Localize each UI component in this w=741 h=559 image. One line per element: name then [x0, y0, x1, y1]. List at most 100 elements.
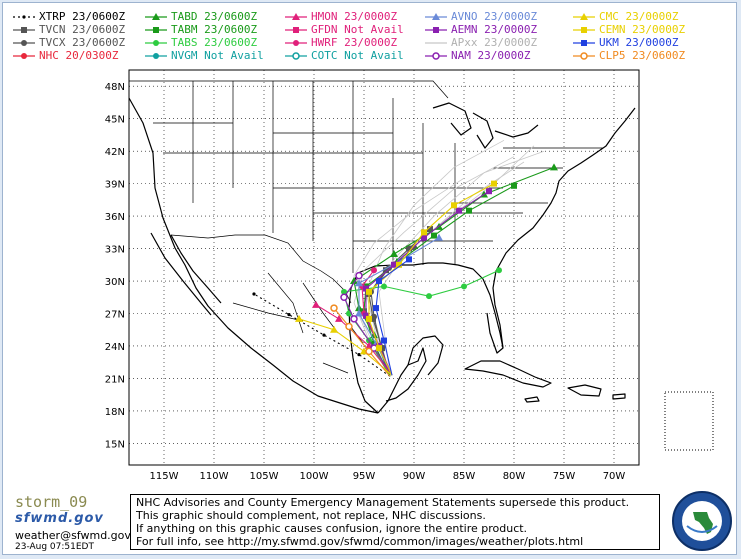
- mexico-states: [232, 272, 364, 374]
- model-track: [366, 180, 497, 376]
- track-line: [333, 307, 391, 377]
- legend-label: CLP5 23/0600Z: [599, 49, 686, 62]
- legend-label: AEMN 23/0000Z: [451, 23, 538, 36]
- legend-item: AVNO 23/0000Z: [423, 11, 563, 23]
- track-marker: [406, 256, 412, 263]
- track-map: 48N 45N 42N 39N 36N 33N 30N 27N 24N 21N 18N 15N 115…: [105, 69, 714, 482]
- track-marker: [363, 312, 369, 319]
- track-marker: [295, 314, 303, 322]
- legend-symbol: [285, 52, 307, 60]
- legend-item: CMC 23/0000Z: [571, 11, 711, 23]
- model-track: [295, 314, 393, 376]
- legend-symbol: [425, 27, 447, 33]
- model-track: [330, 304, 391, 377]
- legend-symbol: [285, 13, 307, 20]
- lon-label: 80W: [503, 471, 526, 482]
- track-marker: [451, 202, 457, 209]
- lon-label: 70W: [603, 471, 626, 482]
- track-marker: [341, 288, 347, 295]
- longitude-labels: 115W 110W 105W 100W 95W 90W 85W 80W 75W 70W: [150, 471, 626, 482]
- legend-item: UKM 23/0000Z: [571, 37, 711, 49]
- track-marker: [390, 249, 398, 257]
- lon-label: 85W: [453, 471, 476, 482]
- lat-lon-grid: [129, 70, 639, 465]
- lon-label: 90W: [403, 471, 426, 482]
- track-marker: [350, 277, 358, 285]
- track-marker: [363, 285, 369, 292]
- us-canada-border: [129, 80, 449, 99]
- lat-label: 18N: [105, 407, 125, 418]
- sfwmd-seal-icon: [672, 491, 732, 551]
- disclaimer-line: For full info, see http://my.sfwmd.gov/s…: [136, 535, 584, 548]
- track-marker: [421, 229, 427, 236]
- track-marker: [252, 292, 256, 296]
- legend-symbol: [573, 27, 595, 33]
- coastline-yucatan: [407, 335, 444, 376]
- track-marker: [427, 226, 433, 233]
- coastline-pacific: [128, 97, 379, 414]
- lat-label: 30N: [105, 277, 125, 288]
- track-marker: [435, 233, 443, 241]
- legend-symbol: [425, 42, 447, 44]
- legend-symbol: [13, 53, 35, 59]
- state-lines: [153, 81, 603, 273]
- track-marker: [335, 314, 343, 322]
- legend-item: COTC Not Avail: [283, 50, 423, 62]
- coastline-atlantic: [492, 107, 636, 349]
- lon-label: 75W: [553, 471, 576, 482]
- legend-symbol: [145, 27, 167, 33]
- legend-label: APxx 23/0000Z: [451, 36, 538, 49]
- track-marker: [391, 261, 397, 268]
- track-marker: [373, 305, 379, 312]
- track-marker: [432, 52, 440, 60]
- track-marker: [491, 180, 497, 187]
- legend-item: HWRF 23/0000Z: [283, 37, 423, 49]
- island-puerto-rico: [612, 393, 626, 400]
- track-marker: [433, 27, 439, 33]
- latitude-labels: 48N 45N 42N 39N 36N 33N 30N 27N 24N 21N 18N 15N: [105, 82, 125, 450]
- island-cuba: [464, 360, 552, 388]
- track-marker: [330, 304, 338, 312]
- legend-symbol: [425, 52, 447, 60]
- track-marker: [376, 278, 382, 285]
- track-marker: [292, 52, 300, 60]
- track-marker: [153, 27, 159, 33]
- lat-label: 15N: [105, 439, 125, 450]
- track-marker: [376, 345, 382, 352]
- legend-symbol: [573, 52, 595, 60]
- legend-item: APxx 23/0000Z: [423, 37, 563, 49]
- track-marker: [292, 13, 300, 20]
- model-track: [252, 292, 391, 377]
- track-marker: [432, 13, 440, 20]
- track-marker: [152, 13, 160, 20]
- track-line: [253, 293, 391, 377]
- track-marker: [365, 347, 373, 356]
- track-marker: [371, 267, 377, 274]
- legend-label: TVCN 23/0600Z: [39, 23, 126, 36]
- legend-symbol: [425, 13, 447, 20]
- track-marker: [550, 163, 558, 171]
- lat-label: 45N: [105, 115, 125, 126]
- legend-label: NHC 20/0300Z: [39, 49, 119, 62]
- us-mexico-border: [170, 234, 352, 304]
- disclaimer-line: If anything on this graphic causes confu…: [136, 522, 528, 535]
- track-marker: [461, 283, 467, 290]
- disclaimer-box: NHC Advisories and County Emergency Mana…: [130, 494, 660, 550]
- track-marker: [366, 288, 372, 295]
- lon-label: 115W: [150, 471, 179, 482]
- track-marker: [466, 207, 472, 214]
- coastlines: [128, 97, 636, 414]
- lon-label: 105W: [250, 471, 279, 482]
- track-marker: [330, 325, 338, 333]
- track-marker: [22, 15, 26, 19]
- contact-email: weather@sfwmd.gov: [15, 529, 131, 542]
- legend-label: NVGM Not Avail: [171, 49, 264, 62]
- track-marker: [421, 234, 427, 241]
- legend-item: TVCX 23/0600Z: [11, 37, 151, 49]
- legend-label: TVCX 23/0600Z: [39, 36, 126, 49]
- legend-item: HMON 23/0000Z: [283, 11, 423, 23]
- track-marker: [355, 309, 363, 317]
- legend-item: TABD 23/0600Z: [143, 11, 283, 23]
- sfwmd-logo: sfwmd.gov: [15, 511, 104, 526]
- track-marker: [287, 312, 291, 317]
